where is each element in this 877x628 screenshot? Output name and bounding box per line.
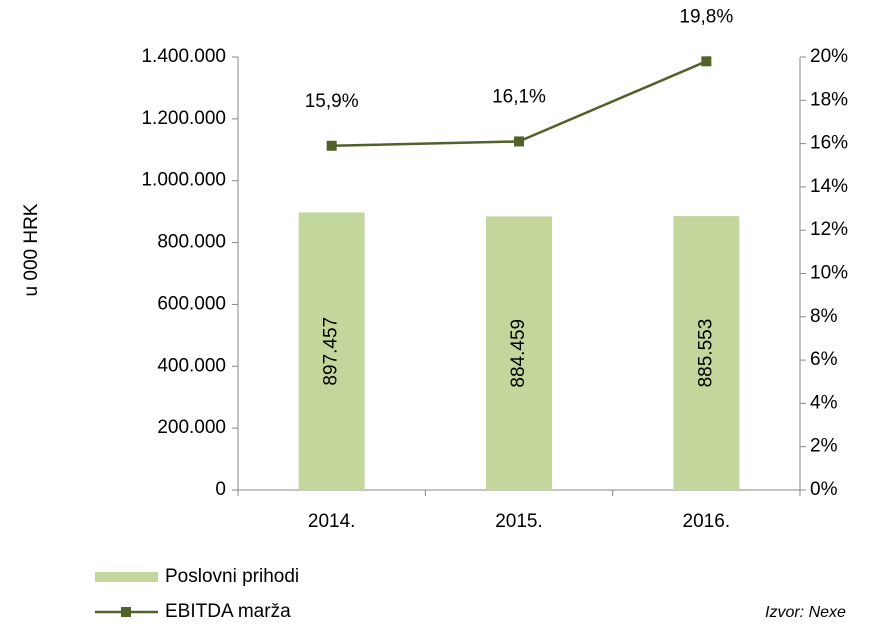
legend-marker xyxy=(121,607,131,617)
bar-label: 884.459 xyxy=(508,319,529,388)
y2-tick-label: 14% xyxy=(810,176,848,197)
marker xyxy=(514,136,524,147)
legend-swatch xyxy=(95,572,158,582)
bar-label: 885.553 xyxy=(695,319,716,388)
legend-label: EBITDA marža xyxy=(165,601,291,622)
marker xyxy=(701,56,712,67)
bar xyxy=(486,216,552,490)
x-tick-label: 2016. xyxy=(683,511,731,532)
y2-tick-label: 20% xyxy=(810,46,848,67)
y-tick-label: 400.000 xyxy=(157,355,226,376)
y-tick-label: 800.000 xyxy=(157,232,226,253)
y2-tick-label: 18% xyxy=(810,89,848,110)
point-label: 19,8% xyxy=(679,6,733,27)
y2-tick-label: 8% xyxy=(810,306,838,327)
y2-tick-label: 10% xyxy=(810,263,848,284)
y2-tick-label: 6% xyxy=(810,349,838,370)
y2-tick-label: 4% xyxy=(810,392,838,413)
legend-label: Poslovni prihodi xyxy=(165,566,299,587)
x-tick-label: 2014. xyxy=(308,511,356,532)
source-note: Izvor: Nexe xyxy=(765,604,846,621)
y2-tick-label: 12% xyxy=(810,219,848,240)
y2-tick-label: 0% xyxy=(810,479,838,500)
bar xyxy=(673,216,740,490)
y-tick-label: 1.000.000 xyxy=(141,170,226,191)
marker xyxy=(326,140,337,151)
point-label: 16,1% xyxy=(492,86,546,107)
bar-label: 897.457 xyxy=(321,317,342,386)
y2-tick-label: 2% xyxy=(810,436,838,457)
y-tick-label: 1.400.000 xyxy=(141,46,226,67)
point-label: 15,9% xyxy=(305,91,359,112)
bar xyxy=(298,212,365,490)
y2-tick-label: 16% xyxy=(810,133,848,154)
y-tick-label: 0 xyxy=(215,479,226,500)
y-tick-label: 200.000 xyxy=(157,417,226,438)
x-tick-label: 2015. xyxy=(495,511,543,532)
y-axis-label: u 000 HRK xyxy=(21,203,42,296)
y-tick-label: 600.000 xyxy=(157,293,226,314)
y-tick-label: 1.200.000 xyxy=(141,108,226,129)
